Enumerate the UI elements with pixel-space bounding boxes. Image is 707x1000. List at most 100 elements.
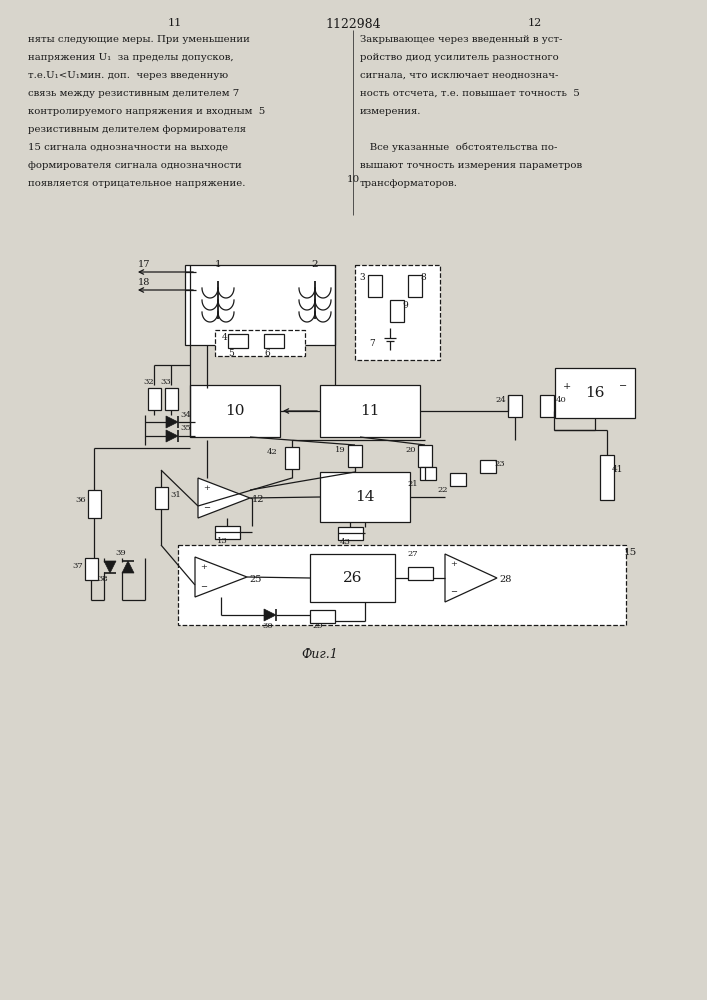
Bar	[185, 265, 335, 345]
Text: вышают точность измерения параметров: вышают точность измерения параметров	[360, 161, 582, 170]
Text: ройство диод усилитель разностного: ройство диод усилитель разностного	[360, 53, 559, 62]
Text: 10: 10	[226, 404, 245, 418]
Bar	[420, 467, 436, 480]
Polygon shape	[445, 554, 497, 602]
Text: 29: 29	[312, 622, 323, 630]
Text: 37: 37	[72, 562, 83, 570]
Text: сигнала, что исключает неоднознач-: сигнала, что исключает неоднознач-	[360, 71, 559, 80]
Polygon shape	[198, 478, 250, 518]
Text: 25: 25	[249, 574, 262, 584]
Text: 11: 11	[168, 18, 182, 28]
Text: 15: 15	[624, 548, 637, 557]
Text: 34: 34	[180, 411, 191, 419]
Polygon shape	[264, 609, 276, 621]
Text: Фиг.1: Фиг.1	[302, 648, 339, 661]
Text: 7: 7	[369, 340, 375, 349]
Bar	[480, 460, 496, 473]
Text: 28: 28	[499, 576, 511, 584]
Text: 13: 13	[216, 537, 228, 545]
Bar	[85, 558, 98, 580]
Text: Закрывающее через введенный в уст-: Закрывающее через введенный в уст-	[360, 35, 562, 44]
Text: 26: 26	[343, 571, 362, 585]
Polygon shape	[122, 561, 134, 573]
Bar	[320, 472, 410, 522]
Bar	[148, 388, 161, 410]
Bar	[408, 275, 422, 297]
Text: 41: 41	[612, 466, 624, 475]
Bar	[320, 385, 420, 437]
Text: +: +	[450, 560, 457, 568]
Text: 1122984: 1122984	[325, 18, 381, 31]
Text: 2: 2	[312, 260, 318, 269]
Text: контролируемого напряжения и входным  5: контролируемого напряжения и входным 5	[28, 107, 265, 116]
Text: 3: 3	[359, 273, 365, 282]
Text: 15 сигнала однозначности на выходе: 15 сигнала однозначности на выходе	[28, 143, 228, 152]
Text: измерения.: измерения.	[360, 107, 421, 116]
Text: формирователя сигнала однозначности: формирователя сигнала однозначности	[28, 161, 242, 170]
Bar	[165, 388, 178, 410]
Bar	[450, 473, 466, 486]
Bar	[338, 527, 363, 540]
Text: −: −	[619, 382, 627, 391]
Text: 1: 1	[215, 260, 221, 269]
Text: 5: 5	[228, 349, 234, 358]
Bar	[310, 610, 335, 623]
Text: −: −	[450, 588, 457, 596]
Text: −: −	[203, 504, 210, 512]
Text: 10: 10	[346, 175, 360, 184]
Text: 39: 39	[115, 549, 126, 557]
Text: +: +	[200, 563, 207, 571]
Bar	[155, 487, 168, 509]
Text: Все указанные  обстоятельства по-: Все указанные обстоятельства по-	[360, 143, 557, 152]
Text: 16: 16	[585, 386, 604, 400]
Bar	[555, 368, 635, 418]
Text: 8: 8	[420, 273, 426, 282]
Bar	[408, 567, 433, 580]
Text: трансформаторов.: трансформаторов.	[360, 179, 458, 188]
Bar	[215, 330, 305, 356]
Text: 9: 9	[402, 300, 408, 310]
Text: +: +	[203, 484, 210, 492]
Text: 33: 33	[160, 378, 171, 386]
Text: 21: 21	[407, 480, 418, 488]
Bar	[600, 455, 614, 500]
Text: 20: 20	[406, 446, 416, 454]
Bar	[540, 395, 554, 417]
Bar	[390, 300, 404, 322]
Bar	[355, 265, 440, 360]
Polygon shape	[166, 416, 178, 428]
Bar	[348, 445, 362, 467]
Text: напряжения U₁  за пределы допусков,: напряжения U₁ за пределы допусков,	[28, 53, 233, 62]
Text: связь между резистивным делителем 7: связь между резистивным делителем 7	[28, 89, 239, 98]
Bar	[418, 445, 432, 467]
Bar	[508, 395, 522, 417]
Text: −: −	[200, 583, 207, 591]
Text: т.е.U₁<U₁мин. доп.  через введенную: т.е.U₁<U₁мин. доп. через введенную	[28, 71, 228, 80]
Bar	[178, 545, 626, 625]
Text: 19: 19	[335, 446, 346, 454]
Text: 12: 12	[528, 18, 542, 28]
Text: 43: 43	[339, 538, 351, 546]
Polygon shape	[166, 430, 178, 442]
Text: 42: 42	[267, 448, 277, 456]
Text: 4: 4	[222, 333, 228, 342]
Text: 35: 35	[180, 424, 191, 432]
Text: 32: 32	[144, 378, 154, 386]
Text: +: +	[563, 382, 571, 391]
Text: резистивным делителем формирователя: резистивным делителем формирователя	[28, 125, 246, 134]
Text: 18: 18	[138, 278, 151, 287]
Text: ность отсчета, т.е. повышает точность  5: ность отсчета, т.е. повышает точность 5	[360, 89, 580, 98]
Bar	[215, 526, 240, 539]
Text: 27: 27	[408, 550, 419, 558]
Text: 24: 24	[495, 396, 506, 404]
Bar	[310, 554, 395, 602]
Text: 17: 17	[138, 260, 151, 269]
Text: 36: 36	[76, 496, 86, 504]
Polygon shape	[104, 561, 116, 573]
Text: 6: 6	[264, 349, 270, 358]
Text: 38: 38	[98, 575, 108, 583]
Text: 23: 23	[494, 460, 505, 468]
Text: появляется отрицательное напряжение.: появляется отрицательное напряжение.	[28, 179, 245, 188]
Text: 11: 11	[361, 404, 380, 418]
Bar	[190, 385, 280, 437]
